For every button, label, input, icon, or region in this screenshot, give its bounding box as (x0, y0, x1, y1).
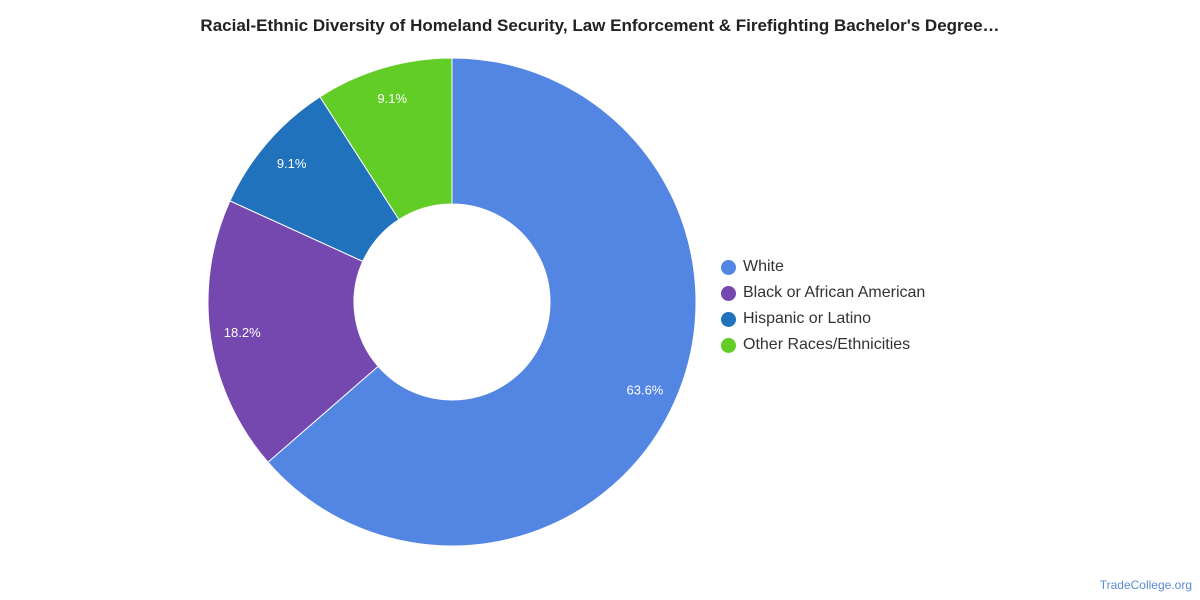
donut-slice-black[interactable] (207, 200, 379, 463)
donut-slice-other[interactable] (319, 57, 453, 221)
chart-title: Racial-Ethnic Diversity of Homeland Secu… (200, 16, 1000, 35)
legend-item-other[interactable]: Other Races/Ethnicities (721, 332, 925, 358)
donut-slices (207, 57, 697, 547)
legend-label-black: Black or African American (743, 284, 926, 301)
slice-label-black: 18.2% (224, 325, 261, 340)
chart-legend: White Black or African American Hispanic… (721, 254, 925, 358)
legend-swatch-black (721, 285, 736, 301)
legend-label-hispanic: Hispanic or Latino (743, 310, 872, 327)
slice-label-white: 63.6% (627, 382, 664, 397)
legend-label-white: White (743, 258, 784, 275)
slice-label-other: 9.1% (377, 91, 407, 106)
legend-swatch-other (721, 337, 736, 353)
donut-slice-white[interactable] (267, 57, 697, 547)
legend-swatch-hispanic (721, 311, 736, 327)
legend-label-other: Other Races/Ethnicities (743, 336, 911, 353)
source-credit[interactable]: TradeCollege.org (1099, 578, 1192, 592)
legend-item-hispanic[interactable]: Hispanic or Latino (721, 306, 925, 332)
legend-item-white[interactable]: White (721, 254, 925, 280)
slice-label-hispanic: 9.1% (277, 156, 307, 171)
legend-swatch-white (721, 259, 736, 275)
legend-item-black[interactable]: Black or African American (721, 280, 925, 306)
donut-slice-labels: 63.6% 18.2% 9.1% 9.1% (224, 91, 664, 397)
